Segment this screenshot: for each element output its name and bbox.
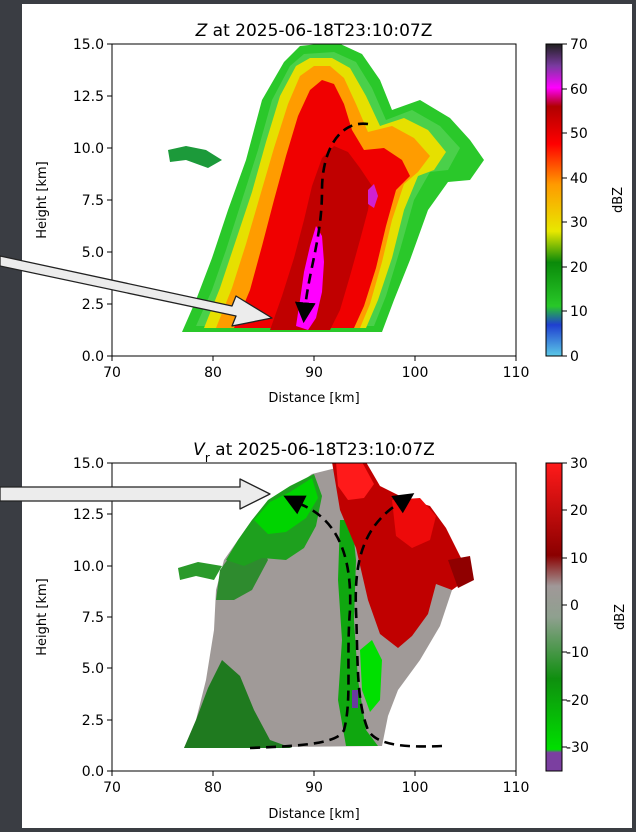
y-tick-label: 12.5 — [73, 89, 104, 105]
title-subscript: r — [205, 451, 210, 465]
velocity-brightgreen-column — [360, 640, 382, 712]
colorbar-tick-label: 60 — [570, 82, 588, 98]
colorbar-tick-label: 10 — [570, 551, 588, 567]
y-tick-label: 12.5 — [73, 507, 104, 523]
echo-green-left-fringe — [168, 146, 222, 168]
reflectivity-xlabel: Distance [km] — [268, 391, 359, 406]
colorbar-tick-label: 0 — [570, 349, 579, 365]
y-tick-label: 5.0 — [82, 661, 104, 677]
velocity-field — [178, 463, 474, 748]
reflectivity-callout-arrow — [0, 255, 273, 327]
y-tick-label: 15.0 — [73, 456, 104, 472]
colorbar-tick-label: 30 — [570, 456, 588, 472]
title-text: at 2025-06-18T23:10:07Z — [210, 440, 435, 460]
reflectivity-field — [168, 44, 484, 332]
velocity-panel: Vr at 2025-06-18T23:10:07Z — [0, 440, 628, 822]
velocity-green-column — [338, 520, 378, 746]
reflectivity-colorbar — [545, 43, 563, 357]
velocity-dashed-updraft-right — [354, 493, 443, 748]
y-tick-label: 7.5 — [82, 610, 104, 626]
x-tick-label: 110 — [503, 780, 530, 796]
reflectivity-ylabel: Height [km] — [35, 161, 50, 238]
colorbar-tick-label: 40 — [570, 171, 588, 187]
colorbar-tick-label: 50 — [570, 126, 588, 142]
x-tick-label: 80 — [204, 365, 222, 381]
y-tick-label: 2.5 — [82, 297, 104, 313]
x-tick-label: 100 — [402, 780, 429, 796]
reflectivity-y-ticks: 0.0 2.5 5.0 7.5 10.0 12.5 15.0 — [73, 37, 112, 365]
x-tick-label: 100 — [402, 365, 429, 381]
velocity-colorbar-label: dBZ — [613, 604, 628, 630]
colorbar-tick-label: 30 — [570, 215, 588, 231]
y-tick-label: 5.0 — [82, 245, 104, 261]
reflectivity-x-ticks: 70 80 90 100 110 — [103, 356, 529, 381]
reflectivity-dashed-trajectory — [294, 122, 369, 324]
title-variable: Z — [195, 21, 208, 41]
x-tick-label: 90 — [305, 365, 323, 381]
x-tick-label: 90 — [305, 780, 323, 796]
y-tick-label: 0.0 — [82, 764, 104, 780]
reflectivity-title: Z at 2025-06-18T23:10:07Z — [195, 21, 433, 41]
echo-magenta-spot — [368, 184, 378, 208]
y-tick-label: 2.5 — [82, 713, 104, 729]
y-tick-label: 15.0 — [73, 37, 104, 53]
y-tick-label: 10.0 — [73, 141, 104, 157]
velocity-x-ticks: 70 80 90 100 110 — [103, 771, 529, 796]
velocity-darkgreen-lowleft — [184, 660, 292, 748]
colorbar-tick-label: 0 — [570, 598, 579, 614]
velocity-title: Vr at 2025-06-18T23:10:07Z — [193, 440, 435, 465]
x-tick-label: 70 — [103, 365, 121, 381]
velocity-xlabel: Distance [km] — [268, 807, 359, 822]
velocity-colorbar-ticks: 30 20 10 0 -10 -20 -30 — [562, 456, 589, 756]
reflectivity-panel: Z at 2025-06-18T23:10:07Z — [0, 21, 626, 406]
velocity-brightred-top — [336, 463, 374, 500]
velocity-darkred-spot — [448, 556, 474, 588]
colorbar-tick-label: 10 — [570, 304, 588, 320]
colorbar-tick-label: -30 — [566, 740, 589, 756]
x-tick-label: 110 — [503, 365, 530, 381]
colorbar-tick-label: 20 — [570, 260, 588, 276]
velocity-green-leftfringe — [178, 562, 222, 580]
y-tick-label: 7.5 — [82, 193, 104, 209]
x-tick-label: 80 — [204, 780, 222, 796]
velocity-dashed-updraft-left — [249, 495, 352, 750]
velocity-ylabel: Height [km] — [35, 578, 50, 655]
colorbar-tick-label: 70 — [570, 37, 588, 53]
velocity-red-region — [332, 463, 466, 648]
title-variable: V — [193, 440, 206, 460]
title-text: at 2025-06-18T23:10:07Z — [207, 21, 432, 41]
velocity-callout-arrow — [0, 478, 271, 510]
colorbar-tick-label: 20 — [570, 503, 588, 519]
velocity-colorbar — [545, 462, 563, 772]
x-tick-label: 70 — [103, 780, 121, 796]
y-tick-label: 0.0 — [82, 349, 104, 365]
velocity-purple-spot — [352, 690, 358, 708]
reflectivity-colorbar-ticks: 0 10 20 30 40 50 60 70 — [562, 37, 588, 365]
velocity-y-ticks: 0.0 2.5 5.0 7.5 10.0 12.5 15.0 — [73, 456, 112, 780]
reflectivity-colorbar-label: dBZ — [611, 187, 626, 213]
y-tick-label: 10.0 — [73, 559, 104, 575]
colorbar-tick-label: -10 — [566, 645, 589, 661]
colorbar-tick-label: -20 — [566, 693, 589, 709]
